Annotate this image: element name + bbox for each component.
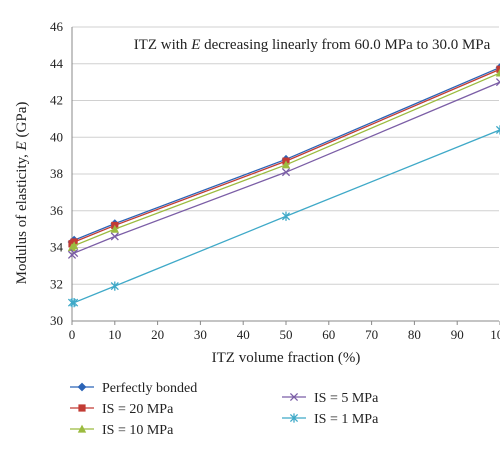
- data-point: [496, 65, 500, 73]
- grid-layer: [72, 26, 499, 322]
- annotation-suffix: decreasing linearly from 60.0 MPa to 30.…: [200, 37, 490, 53]
- y-tick-label: 38: [50, 166, 63, 181]
- y-title-suffix: (GPa): [14, 102, 30, 142]
- series-3: [67, 78, 500, 259]
- legend-marker: [78, 404, 86, 412]
- legend-label: IS = 5 MPa: [314, 391, 379, 406]
- x-tick-label: 100: [490, 327, 500, 342]
- x-tick-label: 0: [69, 327, 76, 342]
- y-tick-label: 32: [50, 276, 63, 291]
- y-tick-label: 30: [50, 313, 63, 328]
- legend-marker: [289, 392, 299, 402]
- y-tick-label: 42: [50, 93, 63, 108]
- y-title-prefix: Modulus of elasticity,: [14, 150, 30, 284]
- data-point: [110, 232, 119, 241]
- y-tick-label: 40: [50, 129, 63, 144]
- x-tick-label: 40: [237, 327, 250, 342]
- legend-label: IS = 20 MPa: [102, 402, 174, 417]
- legend-label: Perfectly bonded: [102, 381, 197, 396]
- legend-item-2: IS = 10 MPa: [70, 423, 174, 438]
- legend-marker: [77, 424, 87, 433]
- series-2: [67, 68, 500, 252]
- x-tick-label: 70: [365, 327, 378, 342]
- y-tick-label: 34: [50, 240, 64, 255]
- data-point: [281, 168, 291, 177]
- legend-item-3: IS = 5 MPa: [282, 391, 379, 406]
- x-tick-label: 60: [322, 327, 335, 342]
- series-4: [67, 125, 500, 308]
- x-axis-title: ITZ volume fraction (%): [212, 350, 361, 366]
- x-tick-label: 30: [194, 327, 207, 342]
- y-tick-label: 36: [50, 203, 64, 218]
- data-point: [110, 224, 119, 233]
- legend-item-1: IS = 20 MPa: [70, 402, 174, 417]
- data-point: [281, 160, 291, 169]
- legend-item-4: IS = 1 MPa: [282, 412, 379, 427]
- annotation-prefix: ITZ with: [134, 37, 192, 53]
- x-tick-label: 80: [408, 327, 421, 342]
- series-layer: [67, 63, 500, 308]
- annotation-italic: E: [190, 37, 200, 53]
- data-point: [495, 125, 500, 135]
- data-point: [495, 68, 500, 77]
- y-tick-label: 44: [50, 56, 64, 71]
- y-title-italic: E: [14, 141, 30, 151]
- legend: Perfectly bonded IS = 20 MPa IS = 10 MPa IS…: [70, 381, 379, 438]
- data-point: [281, 211, 291, 221]
- data-point: [70, 248, 79, 258]
- legend-marker: [77, 382, 87, 392]
- y-axis-title: Modulus of elasticity, E (GPa): [14, 102, 30, 285]
- y-tick-label: 46: [50, 19, 64, 34]
- x-tick-label: 10: [108, 327, 121, 342]
- x-tick-label: 50: [280, 327, 293, 342]
- data-point: [69, 241, 79, 250]
- x-tick-label: 90: [451, 327, 464, 342]
- data-point: [70, 298, 79, 308]
- series-line: [71, 81, 500, 256]
- legend-marker: [289, 413, 299, 423]
- data-point: [110, 281, 119, 291]
- legend-item-0: Perfectly bonded: [70, 381, 197, 396]
- legend-label: IS = 1 MPa: [314, 412, 379, 427]
- legend-label: IS = 10 MPa: [102, 423, 174, 438]
- chart-annotation: ITZ with E decreasing linearly from 60.0…: [134, 37, 491, 53]
- x-tick-label: 20: [151, 327, 164, 342]
- axes-layer: 30 32 34 36 38 40 42 44 46 0 10 20 30 40 50 60 70 80 90 100: [50, 19, 500, 342]
- data-point: [495, 78, 500, 87]
